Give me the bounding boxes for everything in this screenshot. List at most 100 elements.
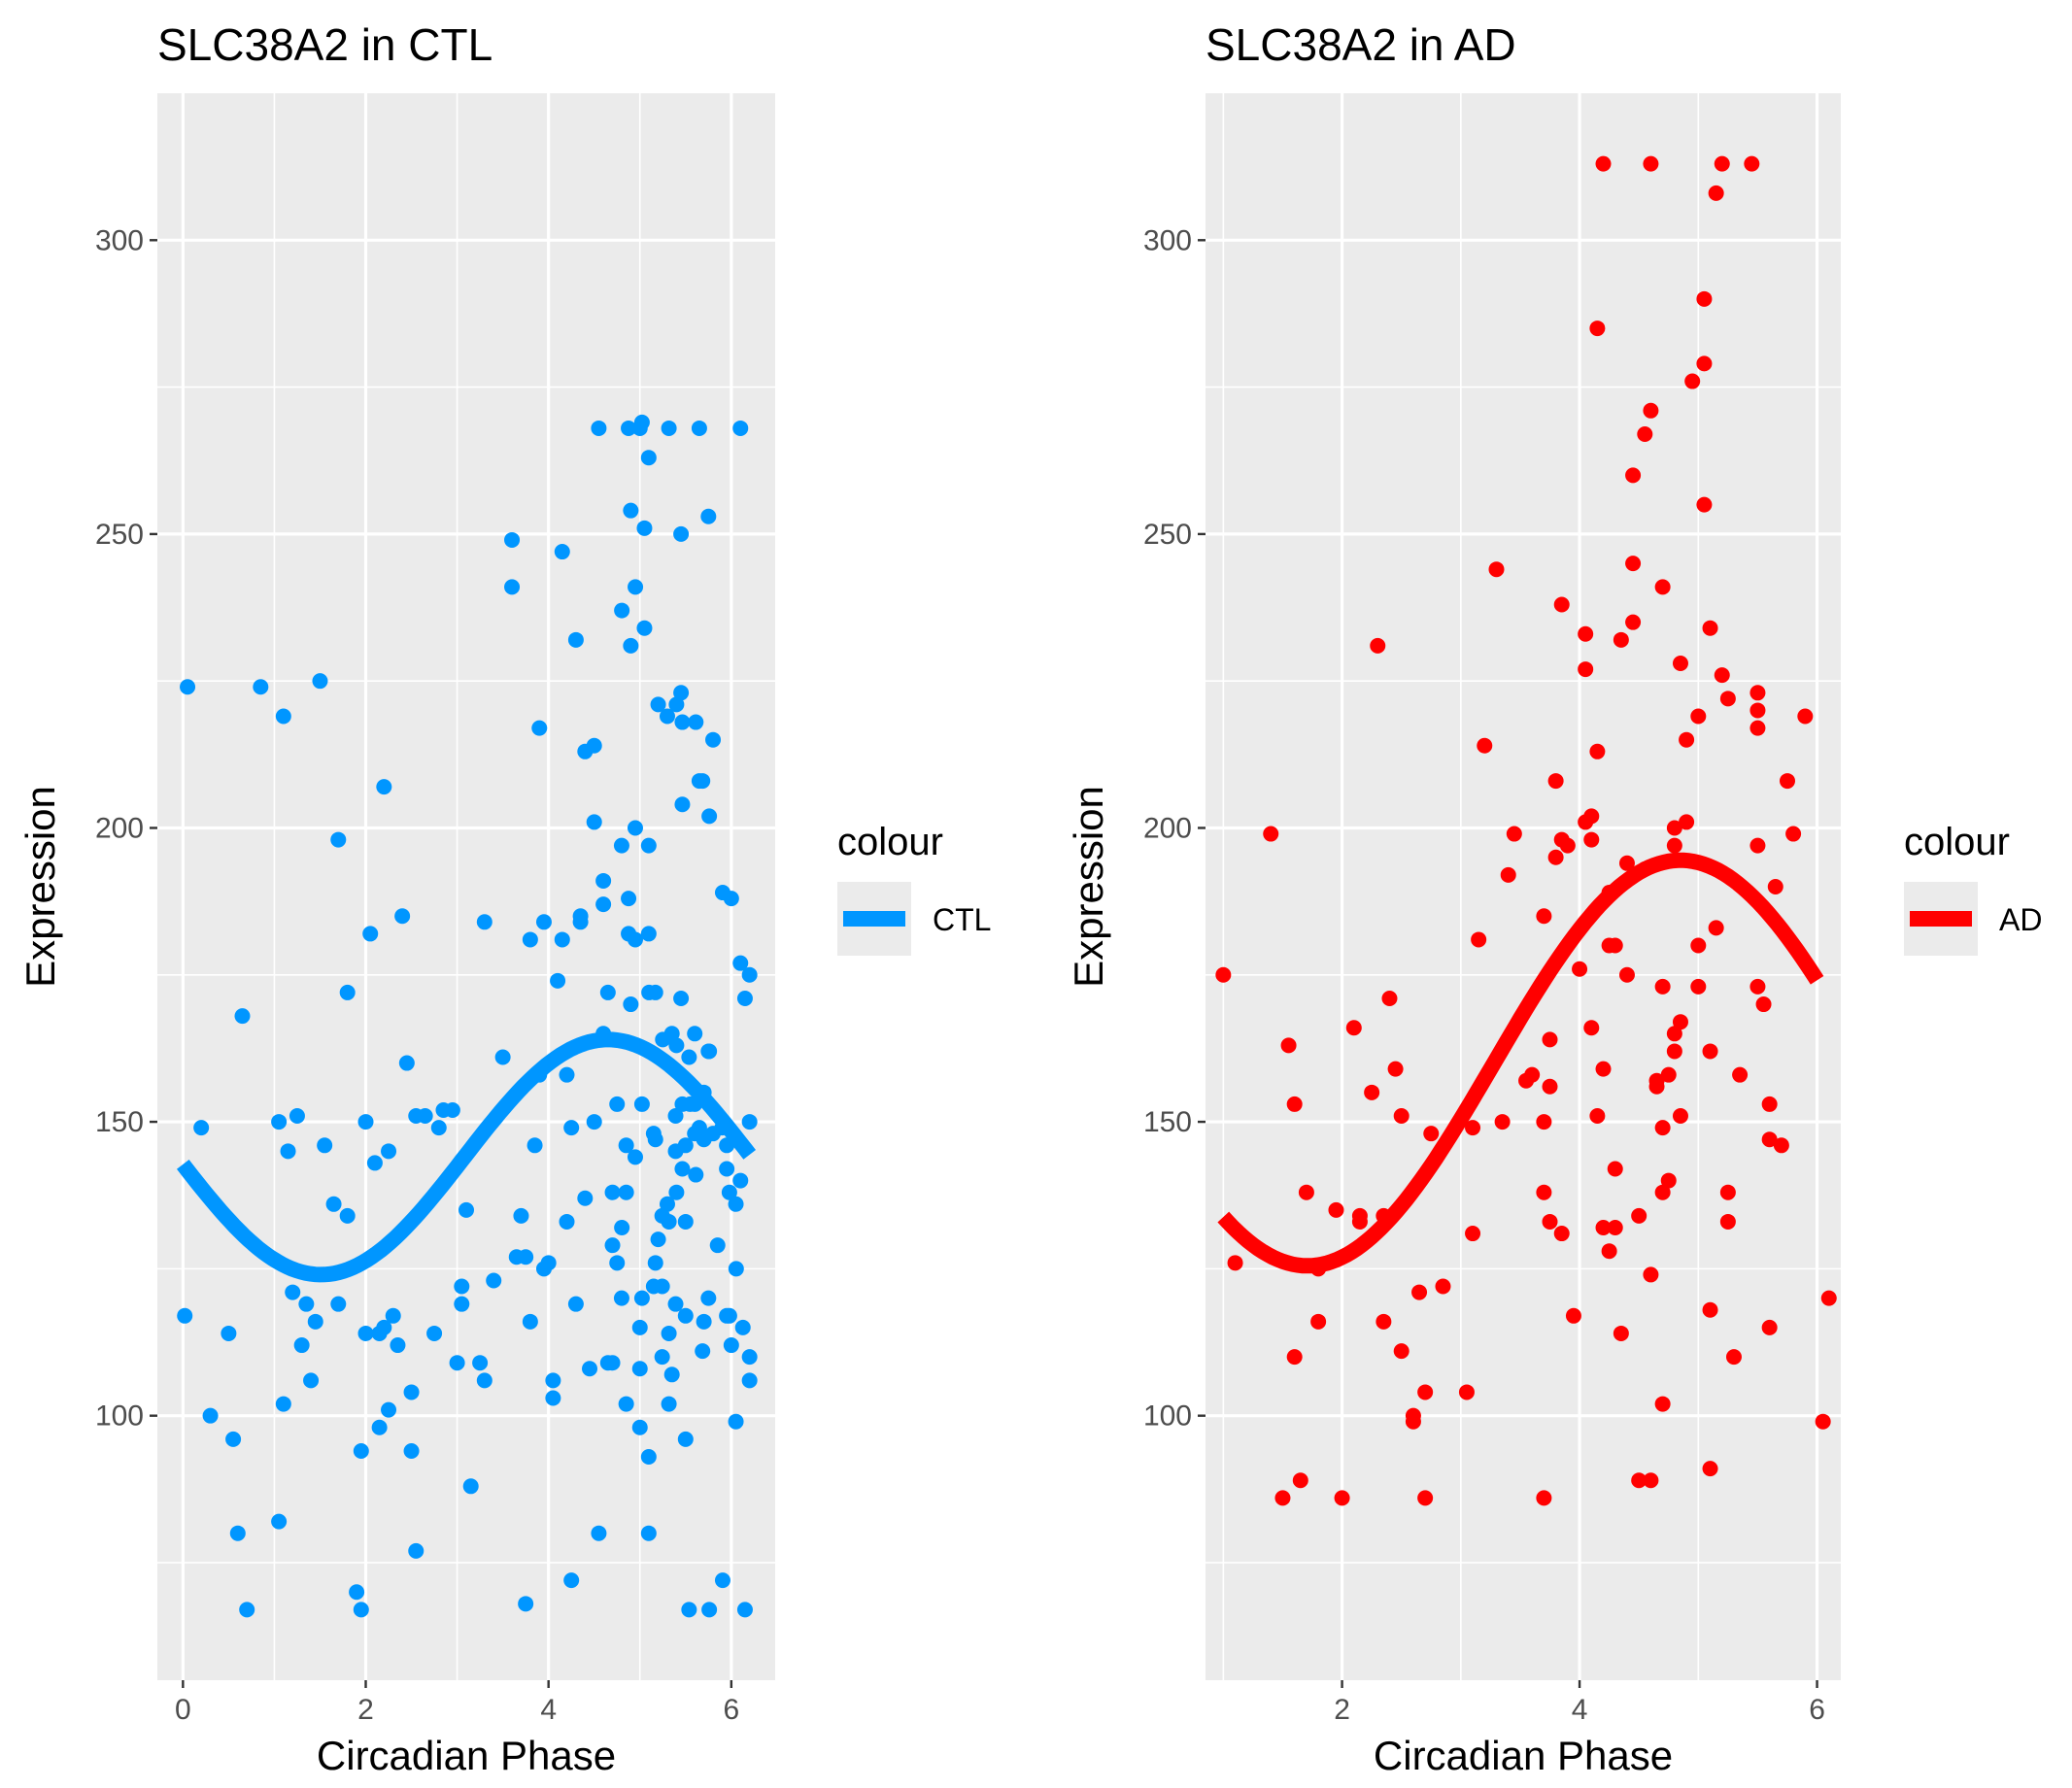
- data-point: [1714, 667, 1730, 684]
- data-point: [628, 579, 644, 595]
- data-point: [289, 1108, 305, 1125]
- data-point: [1274, 1490, 1291, 1506]
- data-point: [1465, 1226, 1481, 1242]
- data-point: [640, 1525, 657, 1541]
- data-point: [1559, 837, 1576, 854]
- data-point: [1702, 620, 1718, 636]
- data-point: [1310, 1313, 1327, 1330]
- data-point: [1411, 1284, 1428, 1300]
- data-point: [1286, 1349, 1303, 1366]
- data-point: [1679, 814, 1695, 830]
- data-point: [357, 1114, 374, 1130]
- data-point: [661, 420, 677, 436]
- data-point: [1578, 661, 1594, 678]
- data-point: [1725, 1349, 1742, 1366]
- data-point: [1376, 1313, 1392, 1330]
- data-point: [476, 1372, 493, 1389]
- data-point: [271, 1114, 288, 1130]
- data-point: [668, 1037, 685, 1054]
- x-tick-label: 4: [540, 1694, 557, 1726]
- data-point: [462, 1478, 479, 1495]
- data-point: [1292, 1472, 1308, 1489]
- data-point: [535, 914, 552, 930]
- data-point: [1708, 920, 1724, 936]
- data-point: [673, 525, 690, 542]
- data-point: [691, 1120, 707, 1136]
- data-point: [640, 450, 657, 466]
- data-point: [668, 696, 685, 713]
- data-point: [1761, 1096, 1778, 1112]
- x-tick-label: 4: [1572, 1694, 1588, 1726]
- data-point: [459, 1201, 474, 1218]
- data-point: [1477, 737, 1493, 754]
- data-point: [1672, 656, 1688, 672]
- data-point: [741, 1372, 758, 1389]
- data-point: [1815, 1413, 1831, 1430]
- data-point: [563, 1120, 580, 1136]
- data-point: [613, 1290, 629, 1306]
- data-point: [1696, 496, 1713, 513]
- data-point: [353, 1442, 369, 1459]
- data-point: [654, 1349, 670, 1366]
- x-axis-label: Circadian Phase: [1374, 1733, 1673, 1778]
- data-point: [728, 1261, 744, 1277]
- data-point: [591, 1525, 607, 1541]
- data-point: [253, 679, 269, 695]
- data-point: [681, 1049, 697, 1065]
- y-tick-label: 200: [95, 812, 144, 844]
- data-point: [1381, 990, 1398, 1006]
- data-point: [394, 908, 411, 925]
- data-point: [504, 531, 521, 548]
- data-point: [229, 1525, 246, 1541]
- data-point: [472, 1355, 489, 1371]
- data-point: [595, 872, 612, 889]
- data-point: [1690, 978, 1707, 995]
- data-point: [681, 1602, 697, 1618]
- data-point: [1280, 1037, 1297, 1054]
- data-point: [572, 908, 589, 925]
- data-point: [1696, 290, 1713, 307]
- data-point: [647, 984, 663, 1000]
- y-tick-label: 250: [1143, 519, 1192, 551]
- data-point: [640, 926, 657, 942]
- data-point: [734, 1319, 751, 1335]
- data-point: [1607, 1161, 1623, 1177]
- data-point: [688, 1166, 704, 1183]
- data-point: [1263, 826, 1279, 842]
- data-point: [1719, 691, 1736, 707]
- data-point: [234, 1008, 251, 1025]
- data-point: [408, 1542, 425, 1559]
- data-point: [1643, 1266, 1659, 1283]
- data-point: [1494, 1114, 1511, 1130]
- data-point: [582, 1361, 598, 1377]
- data-point: [695, 1343, 711, 1360]
- data-point: [1618, 966, 1635, 983]
- data-point: [1601, 1243, 1617, 1260]
- data-point: [667, 1143, 684, 1160]
- data-point: [385, 1307, 401, 1324]
- data-point: [1631, 1207, 1647, 1224]
- data-point: [1625, 614, 1642, 630]
- data-point: [518, 1249, 534, 1265]
- y-axis-label: Expression: [17, 786, 63, 988]
- data-point: [545, 1390, 561, 1406]
- data-point: [1684, 373, 1701, 389]
- data-point: [1654, 579, 1671, 595]
- legend-key-point: [1933, 911, 1949, 927]
- data-point: [554, 931, 570, 948]
- data-point: [696, 1313, 712, 1330]
- data-point: [1618, 855, 1635, 871]
- data-point: [1547, 773, 1564, 790]
- data-point: [280, 1143, 296, 1160]
- data-point: [1755, 996, 1772, 1013]
- data-point: [376, 779, 392, 795]
- fit-curve: [176, 1031, 757, 1283]
- data-point: [636, 520, 653, 536]
- y-tick-label: 300: [1143, 224, 1192, 256]
- data-point: [285, 1284, 301, 1300]
- data-point: [659, 1196, 675, 1212]
- data-point: [741, 1349, 758, 1366]
- data-point: [1773, 1137, 1789, 1154]
- data-point: [317, 1137, 333, 1154]
- legend-title: colour: [1904, 821, 2010, 863]
